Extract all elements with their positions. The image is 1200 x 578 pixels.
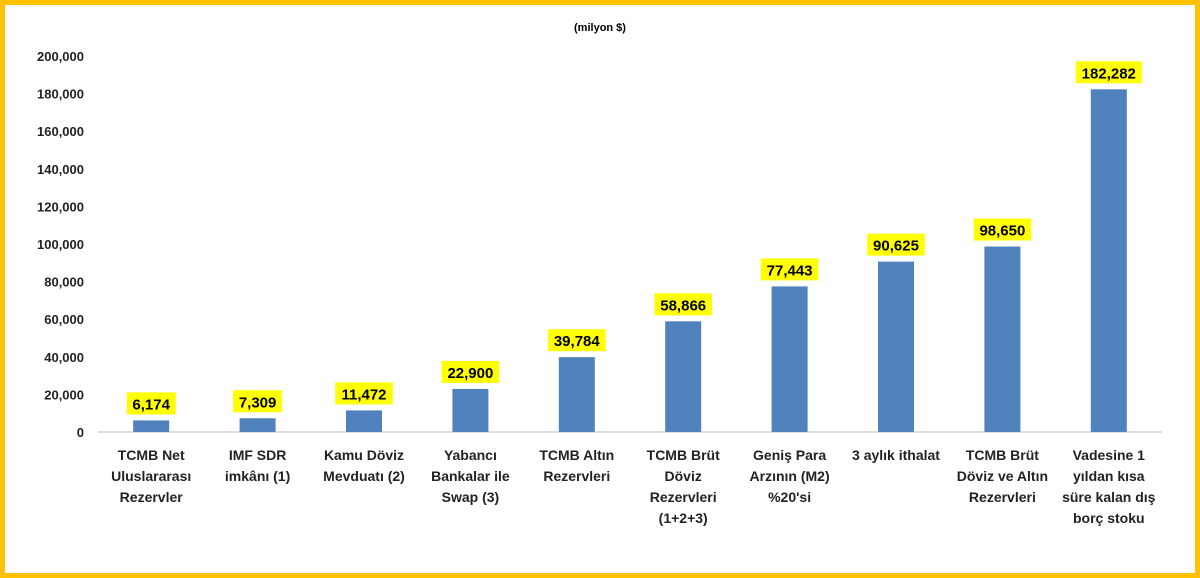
category-label-line: Kamu Döviz (324, 447, 404, 463)
category-label-line: %20'si (768, 489, 811, 505)
y-tick-label: 140,000 (37, 162, 84, 177)
y-tick-label: 180,000 (37, 87, 84, 102)
data-label: 182,282 (1082, 65, 1136, 82)
category-label-line: Yabancı (444, 447, 497, 463)
category-label-line: Vadesine 1 (1073, 447, 1146, 463)
data-label: 6,174 (132, 396, 170, 413)
category-label-line: TCMB Altın (539, 447, 614, 463)
data-label: 90,625 (873, 238, 919, 255)
category-label: Kamu Döviz Mevduatı (2) (323, 447, 405, 484)
category-label-line: borç stoku (1073, 510, 1145, 526)
data-label: 11,472 (341, 386, 386, 403)
category-label: TCMB Brüt Döviz ve Altın Rezervleri (957, 447, 1048, 505)
category-label-line: yıldan kısa (1073, 468, 1145, 484)
bar[interactable] (665, 321, 702, 432)
category-label-line: Uluslararası (111, 468, 191, 484)
category-label-line: Mevduatı (2) (323, 468, 405, 484)
data-label: 77,443 (767, 262, 813, 279)
category-label: Yabancı Bankalar ile Swap (3) (431, 447, 510, 505)
data-label: 58,866 (660, 297, 706, 314)
y-tick-label: 60,000 (44, 312, 84, 327)
category-label-line: IMF SDR (229, 447, 287, 463)
category-label: Geniş Para Arzının (M2) %20'si (750, 447, 830, 505)
bar[interactable] (771, 286, 808, 432)
y-tick-label: 200,000 (37, 49, 84, 64)
y-tick-label: 80,000 (44, 275, 84, 290)
data-label-bg (1075, 61, 1142, 84)
data-label-bg (973, 218, 1032, 241)
category-label: TCMB Altın Rezervleri (539, 447, 614, 484)
category-label-line: Swap (3) (442, 489, 500, 505)
category-label-line: TCMB Brüt (647, 447, 720, 463)
y-tick-label: 20,000 (44, 387, 84, 402)
data-label-bg (867, 233, 925, 256)
category-label: IMF SDR imkânı (1) (225, 447, 290, 484)
category-label-line: TCMB Net (118, 447, 185, 463)
data-label-bg (126, 392, 176, 415)
data-label-bg (760, 258, 819, 281)
y-tick-label: 120,000 (37, 199, 84, 214)
category-label-line: TCMB Brüt (966, 447, 1039, 463)
y-tick-label: 40,000 (44, 350, 84, 365)
category-label-line: Döviz ve Altın (957, 468, 1048, 484)
y-tick-label: 0 (77, 425, 84, 440)
data-label-bg (548, 329, 606, 352)
category-label-line: imkânı (1) (225, 468, 290, 484)
data-label-bg (654, 293, 712, 316)
category-label: 3 aylık ithalat (852, 447, 940, 463)
data-label-bg (335, 382, 393, 405)
category-label-line: Arzının (M2) (750, 468, 830, 484)
data-label: 7,309 (239, 394, 277, 411)
category-label-line: Bankalar ile (431, 468, 510, 484)
bar[interactable] (1090, 89, 1127, 432)
category-label-line: Rezervleri (543, 468, 610, 484)
category-label-line: 3 aylık ithalat (852, 447, 940, 463)
category-label: Vadesine 1 yıldan kısa süre kalan dış borç … (1062, 447, 1156, 526)
bar[interactable] (558, 357, 595, 432)
category-label: TCMB Net Uluslararası Rezervler (111, 447, 191, 505)
bar[interactable] (878, 261, 914, 432)
y-tick-label: 160,000 (37, 124, 84, 139)
y-tick-label: 100,000 (37, 237, 84, 252)
bar[interactable] (984, 246, 1021, 432)
bar[interactable] (239, 418, 276, 432)
data-label-bg (233, 390, 283, 413)
bar[interactable] (452, 388, 489, 432)
category-label-line: süre kalan dış (1062, 489, 1156, 505)
data-label: 22,900 (447, 365, 493, 382)
data-label: 39,784 (554, 333, 601, 350)
data-label: 98,650 (979, 223, 1025, 240)
data-label-bg (441, 360, 500, 383)
category-label: TCMB Brüt Döviz Rezervleri (1+2+3) (647, 447, 720, 526)
bar[interactable] (133, 420, 170, 432)
unit-label: (milyon $) (574, 22, 626, 34)
bar[interactable] (346, 410, 382, 432)
category-label-line: Döviz (665, 468, 702, 484)
category-label-line: Rezervleri (969, 489, 1036, 505)
category-label-line: (1+2+3) (659, 510, 708, 526)
category-label-line: Geniş Para (753, 447, 826, 463)
category-label-line: Rezervleri (650, 489, 717, 505)
category-label-line: Rezervler (120, 489, 184, 505)
